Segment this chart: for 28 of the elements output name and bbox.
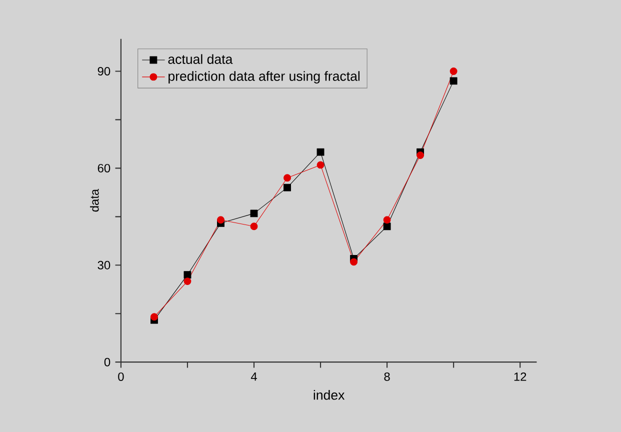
point <box>350 258 358 266</box>
point <box>316 161 324 169</box>
point <box>250 222 258 230</box>
legend-label: actual data <box>168 54 233 64</box>
x-tick-label: 0 <box>118 372 124 381</box>
x-axis-title: index <box>314 390 345 400</box>
y-axis-title: data <box>90 188 99 212</box>
point <box>416 152 424 159</box>
point <box>250 210 258 218</box>
point <box>284 184 291 192</box>
y-tick-label: 60 <box>98 164 110 172</box>
x-tick-label: 12 <box>514 372 526 381</box>
point <box>184 271 192 279</box>
point <box>450 77 458 85</box>
point <box>217 216 224 224</box>
x-tick-label: 8 <box>384 372 390 381</box>
point <box>284 174 291 182</box>
y-tick-label: 90 <box>98 67 110 76</box>
point <box>383 216 391 224</box>
point <box>184 278 192 286</box>
y-tick-label: 30 <box>98 260 110 270</box>
point <box>316 148 324 156</box>
legend-label: prediction data after using fractal <box>168 71 360 84</box>
y-tick-label: 0 <box>104 358 110 366</box>
point <box>150 313 158 321</box>
x-tick-label: 4 <box>250 372 257 381</box>
point <box>450 68 458 75</box>
point <box>383 222 391 230</box>
